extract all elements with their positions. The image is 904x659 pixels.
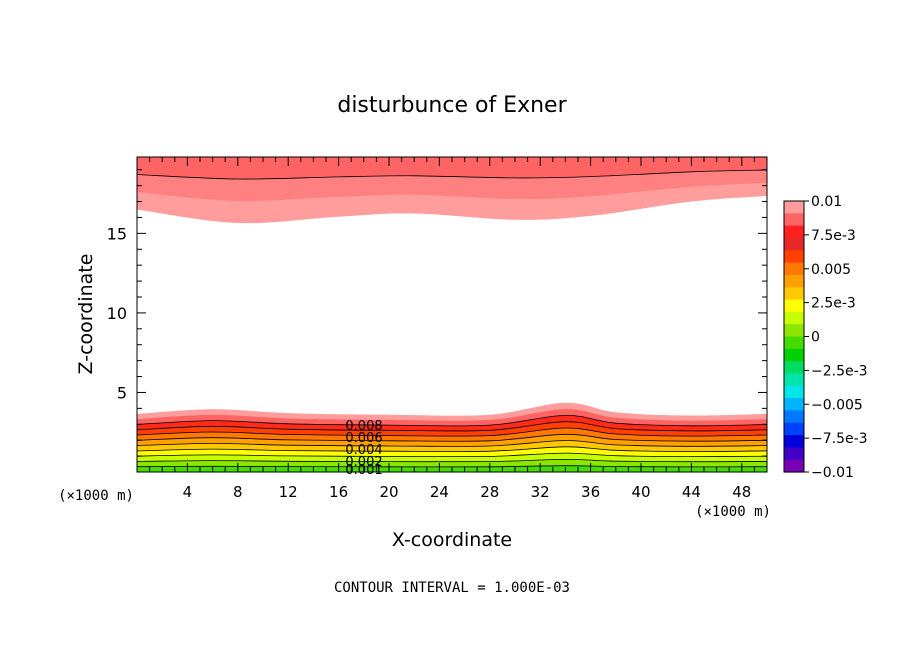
colorbar-swatch bbox=[784, 385, 804, 399]
contour-line bbox=[136, 458, 768, 463]
plot-area bbox=[136, 157, 768, 472]
colorbar-label: −2.5e-3 bbox=[811, 363, 868, 379]
colorbar-swatch bbox=[784, 361, 804, 375]
colorbar-label: 0.005 bbox=[811, 262, 851, 278]
contour-line bbox=[136, 446, 768, 452]
colorbar-swatch bbox=[784, 225, 804, 239]
colorbar-label: 7.5e-3 bbox=[811, 228, 856, 244]
contour-line bbox=[136, 427, 768, 437]
colorbar-swatch bbox=[784, 299, 804, 313]
contour-line bbox=[136, 414, 768, 427]
contour-line bbox=[136, 169, 768, 180]
x-tick-label: 36 bbox=[581, 483, 600, 501]
x-tick-label: 4 bbox=[183, 483, 193, 501]
contour-label: 0.002 bbox=[345, 455, 382, 470]
colorbar-swatch bbox=[784, 373, 804, 387]
contour-line bbox=[136, 440, 768, 447]
contour-line bbox=[136, 421, 768, 432]
x-tick-label: 44 bbox=[682, 483, 701, 501]
colorbar-label: −7.5e-3 bbox=[811, 431, 868, 447]
colorbar-label: 0.01 bbox=[811, 194, 842, 210]
x-axis: 4 8 12 16 20 24 28 32 36 40 44 48 bbox=[149, 157, 755, 501]
top-band bbox=[137, 157, 767, 180]
y-axis: 5 10 15 bbox=[107, 169, 767, 457]
colorbar-swatch bbox=[784, 287, 804, 301]
colorbar: 0.01 7.5e-3 0.005 2.5e-3 0 −2.5e-3 −0.005 −7.5e… bbox=[783, 194, 868, 481]
x-tick-label: 28 bbox=[480, 483, 499, 501]
contour-label: 0.006 bbox=[345, 431, 382, 446]
colorbar-swatch bbox=[784, 324, 804, 338]
x-tick-label: 32 bbox=[531, 483, 550, 501]
colorbar-label: 2.5e-3 bbox=[811, 296, 856, 312]
y-axis-label: Z-coordinate bbox=[75, 254, 97, 375]
x-unit-right: (×1000 m) bbox=[695, 504, 771, 520]
colorbar-label: −0.005 bbox=[811, 397, 863, 413]
x-tick-label: 20 bbox=[379, 483, 398, 501]
contour-label: 0.008 bbox=[345, 419, 382, 434]
x-unit-left: (×1000 m) bbox=[58, 488, 134, 504]
colorbar-label: −0.01 bbox=[811, 465, 854, 481]
colorbar-swatch bbox=[784, 447, 804, 461]
colorbar-swatch bbox=[784, 311, 804, 325]
y-tick-label: 10 bbox=[107, 304, 127, 323]
colorbar-swatch bbox=[784, 398, 804, 412]
colorbar-swatch bbox=[784, 274, 804, 288]
colorbar-swatch bbox=[784, 250, 804, 264]
colorbar-label: 0 bbox=[811, 330, 820, 346]
x-tick-label: 16 bbox=[329, 483, 348, 501]
x-axis-label: X-coordinate bbox=[392, 529, 512, 551]
x-tick-label: 12 bbox=[279, 483, 298, 501]
colorbar-swatch bbox=[784, 237, 804, 251]
colorbar-swatch bbox=[784, 410, 804, 424]
contour-line bbox=[136, 452, 768, 458]
colorbar-swatch bbox=[784, 459, 804, 473]
x-tick-label: 40 bbox=[631, 483, 650, 501]
chart-title: disturbunce of Exner bbox=[337, 93, 567, 118]
colorbar-swatch bbox=[784, 435, 804, 448]
contour-line bbox=[136, 433, 768, 442]
x-tick-label: 8 bbox=[233, 483, 243, 501]
x-tick-label: 48 bbox=[732, 483, 751, 501]
colorbar-swatch bbox=[784, 201, 804, 214]
colorbar-swatch bbox=[784, 348, 804, 362]
colorbar-swatch bbox=[784, 422, 804, 436]
y-tick-label: 15 bbox=[107, 224, 127, 243]
y-tick-label: 5 bbox=[117, 383, 127, 402]
contour-interval-note: CONTOUR INTERVAL = 1.000E-03 bbox=[334, 580, 570, 596]
contour-label: 0.001 bbox=[345, 463, 382, 478]
contour-label: 0.004 bbox=[345, 443, 382, 458]
colorbar-swatch bbox=[784, 336, 804, 350]
colorbar-swatch bbox=[784, 213, 804, 227]
colorbar-swatch bbox=[784, 262, 804, 276]
x-tick-label: 24 bbox=[430, 483, 449, 501]
